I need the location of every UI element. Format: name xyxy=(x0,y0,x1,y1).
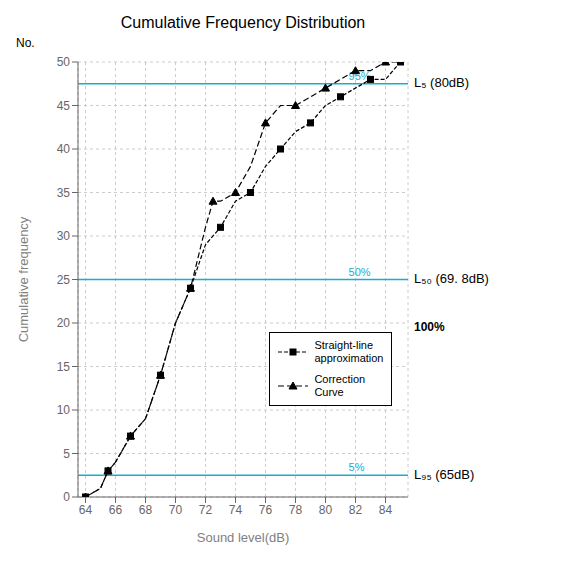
html-text:Cumulative Frequency Distribut: Cumulative Frequency Distribution xyxy=(120,14,366,31)
svg-text:Cumulative frequency: Cumulative frequency xyxy=(16,216,31,342)
svg-text:L₅ (80dB): L₅ (80dB) xyxy=(414,75,469,90)
html-text:Straight-line approximation: Straight-line approximation xyxy=(314,338,384,364)
svg-text:64: 64 xyxy=(79,503,93,517)
svg-text:25: 25 xyxy=(57,273,71,287)
svg-text:30: 30 xyxy=(57,229,71,243)
svg-text:72: 72 xyxy=(199,503,213,517)
svg-text:80: 80 xyxy=(319,503,333,517)
svg-text:5: 5 xyxy=(63,447,70,461)
svg-text:84: 84 xyxy=(379,503,393,517)
svg-text:20: 20 xyxy=(57,316,71,330)
html-text:No.: No. xyxy=(16,36,35,50)
svg-text:L₅₀ (69. 8dB): L₅₀ (69. 8dB) xyxy=(414,271,489,286)
svg-text:Sound level(dB): Sound level(dB) xyxy=(197,530,290,545)
html-text:100%: 100% xyxy=(414,320,445,335)
svg-text:76: 76 xyxy=(259,503,273,517)
svg-text:68: 68 xyxy=(139,503,153,517)
svg-text:95%: 95% xyxy=(348,69,371,82)
svg-text:50%: 50% xyxy=(349,266,371,278)
svg-text:66: 66 xyxy=(109,503,123,517)
svg-text:45: 45 xyxy=(57,99,71,113)
svg-text:70: 70 xyxy=(169,503,183,517)
svg-text:35: 35 xyxy=(57,186,71,200)
svg-text:15: 15 xyxy=(57,360,71,374)
svg-text:10: 10 xyxy=(57,403,71,417)
svg-text:78: 78 xyxy=(289,503,303,517)
svg-text:5%: 5% xyxy=(349,461,365,473)
svg-text:50: 50 xyxy=(57,55,71,69)
svg-text:74: 74 xyxy=(229,503,243,517)
svg-text:0: 0 xyxy=(63,490,70,504)
svg-text:40: 40 xyxy=(57,142,71,156)
svg-text:82: 82 xyxy=(349,503,363,517)
html-text:Correction Curve: Correction Curve xyxy=(314,372,366,398)
svg-text:L₉₅ (65dB): L₉₅ (65dB) xyxy=(414,467,474,482)
